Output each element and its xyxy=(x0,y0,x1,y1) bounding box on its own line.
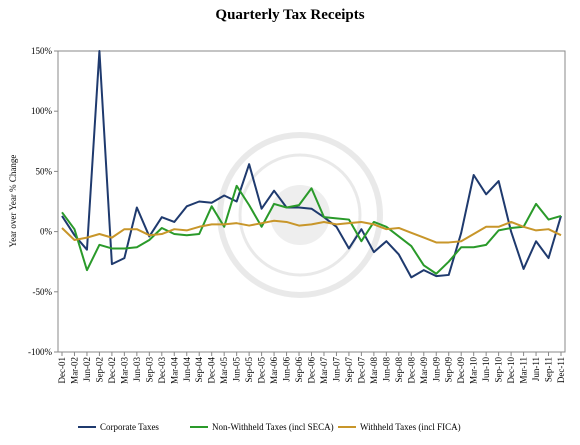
x-tick-label: Dec-10 xyxy=(506,357,516,384)
x-tick-label: Mar-08 xyxy=(369,357,379,384)
x-tick-label: Sep-11 xyxy=(544,357,554,382)
watermark-seal xyxy=(217,132,383,298)
x-tick-label: Jun-09 xyxy=(431,357,441,382)
x-tick-label: Dec-11 xyxy=(556,357,566,383)
series-line xyxy=(61,184,562,275)
x-tick-label: Sep-10 xyxy=(494,357,504,383)
legend-label: Non-Withheld Taxes (incl SECA) xyxy=(212,422,334,432)
series-line xyxy=(61,219,562,244)
legend-label: Corporate Taxes xyxy=(100,422,159,432)
x-tick-label: Mar-04 xyxy=(169,357,179,384)
x-tick-label: Jun-04 xyxy=(182,357,192,382)
x-tick-label: Mar-09 xyxy=(419,357,429,384)
x-tick-label: Dec-02 xyxy=(107,357,117,384)
x-tick-label: Mar-07 xyxy=(319,357,329,384)
series-line xyxy=(61,50,562,279)
x-tick-label: Dec-06 xyxy=(307,357,317,384)
x-tick-label: Jun-05 xyxy=(232,357,242,382)
x-tick-label: Dec-05 xyxy=(257,357,267,384)
x-tick-label: Sep-03 xyxy=(144,357,154,383)
x-tick-label: Mar-02 xyxy=(69,357,79,384)
y-axis-label: Year over Year % Change xyxy=(8,155,18,248)
x-tick-label: Dec-08 xyxy=(406,357,416,384)
x-tick-label: Mar-06 xyxy=(269,357,279,384)
x-tick-label: Mar-03 xyxy=(119,357,129,384)
x-tick-label: Dec-04 xyxy=(207,357,217,384)
x-tick-label: Jun-03 xyxy=(132,357,142,382)
x-tick-label: Mar-05 xyxy=(219,357,229,384)
x-tick-label: Jun-02 xyxy=(82,357,92,382)
x-tick-label: Mar-10 xyxy=(469,357,479,384)
x-tick-label: Jun-08 xyxy=(381,357,391,382)
y-tick-label: -100% xyxy=(28,347,52,357)
x-tick-label: Jun-07 xyxy=(331,357,341,382)
y-tick-label: -50% xyxy=(33,287,53,297)
y-tick-label: 50% xyxy=(36,166,53,176)
x-tick-label: Sep-07 xyxy=(344,357,354,383)
y-tick-label: 100% xyxy=(31,106,53,116)
x-tick-label: Jun-11 xyxy=(531,357,541,381)
x-tick-label: Sep-06 xyxy=(294,357,304,383)
x-tick-label: Jun-10 xyxy=(481,357,491,382)
chart-title: Quarterly Tax Receipts xyxy=(215,7,364,23)
y-tick-label: 150% xyxy=(31,46,53,56)
x-tick-label: Dec-01 xyxy=(57,357,67,384)
x-tick-label: Sep-02 xyxy=(94,357,104,383)
x-tick-label: Sep-04 xyxy=(194,357,204,383)
x-tick-label: Sep-09 xyxy=(444,357,454,383)
x-tick-label: Mar-11 xyxy=(519,357,529,383)
x-tick-label: Jun-06 xyxy=(282,357,292,382)
y-tick-label: 0% xyxy=(40,227,53,237)
x-tick-label: Dec-09 xyxy=(456,357,466,384)
legend-label: Withheld Taxes (incl FICA) xyxy=(360,422,461,432)
x-tick-label: Dec-07 xyxy=(356,357,366,384)
x-tick-label: Sep-08 xyxy=(394,357,404,383)
x-tick-label: Sep-05 xyxy=(244,357,254,383)
x-tick-label: Dec-03 xyxy=(157,357,167,384)
